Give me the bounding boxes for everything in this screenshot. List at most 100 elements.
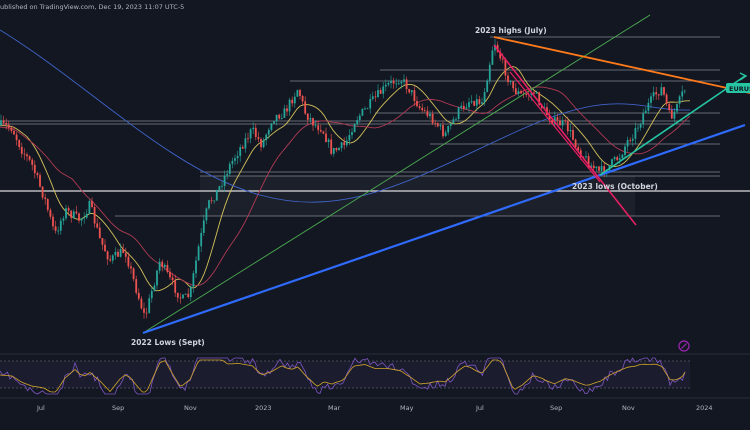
candle-body bbox=[265, 134, 268, 141]
candle-body bbox=[663, 87, 665, 95]
candle-body bbox=[639, 123, 642, 128]
candle-body bbox=[28, 156, 31, 160]
candle-body bbox=[275, 114, 278, 122]
candle-body bbox=[247, 138, 249, 140]
candle-body bbox=[561, 120, 564, 126]
candle-body bbox=[379, 90, 382, 94]
candle-body bbox=[158, 261, 161, 271]
candle-body bbox=[169, 271, 171, 278]
candle-body bbox=[444, 132, 447, 137]
candle-body bbox=[114, 251, 117, 256]
candle-body bbox=[496, 44, 499, 52]
candle-body bbox=[556, 117, 559, 121]
candle-body bbox=[231, 160, 234, 164]
candle-body bbox=[410, 90, 413, 93]
candle-body bbox=[273, 121, 275, 124]
candle-body bbox=[36, 173, 39, 176]
horizontal-levels bbox=[0, 36, 750, 217]
candle-body bbox=[616, 157, 619, 161]
candle-body bbox=[176, 292, 179, 298]
candle-body bbox=[80, 218, 83, 221]
candle-body bbox=[481, 102, 483, 104]
candle-body bbox=[109, 259, 112, 261]
candle-body bbox=[317, 125, 320, 131]
candle-body bbox=[504, 59, 507, 76]
candle-body bbox=[325, 133, 327, 143]
green-trend-line bbox=[142, 14, 651, 334]
candle-body bbox=[670, 110, 673, 119]
candle-body bbox=[117, 251, 119, 257]
candle-body bbox=[257, 137, 260, 140]
candle-body bbox=[228, 163, 231, 174]
candle-body bbox=[197, 246, 200, 261]
x-tick-label: Mar bbox=[328, 404, 341, 412]
candle-body bbox=[234, 158, 236, 161]
candle-body bbox=[470, 101, 473, 103]
candle-body bbox=[145, 312, 148, 314]
candle-body bbox=[182, 294, 184, 299]
moving-averages bbox=[0, 29, 691, 292]
candle-body bbox=[369, 99, 372, 109]
candle-body bbox=[20, 146, 23, 154]
annotation-2022-lows: 2022 Lows (Sept) bbox=[131, 338, 205, 347]
candle-body bbox=[520, 91, 522, 94]
orange-resistance-line bbox=[493, 36, 750, 94]
candle-body bbox=[598, 166, 600, 171]
candle-body bbox=[631, 138, 634, 141]
candle-body bbox=[213, 200, 216, 202]
candle-body bbox=[166, 264, 169, 272]
candle-body bbox=[647, 102, 650, 111]
candle-body bbox=[371, 96, 374, 99]
candle-body bbox=[221, 185, 223, 187]
candle-body bbox=[548, 115, 551, 120]
candle-body bbox=[509, 81, 512, 83]
candle-body bbox=[644, 110, 647, 114]
replay-icon[interactable] bbox=[678, 340, 690, 352]
candle-body bbox=[130, 266, 132, 269]
candle-body bbox=[288, 99, 291, 112]
candle-body bbox=[44, 197, 47, 200]
candle-body bbox=[322, 131, 325, 134]
replay-icon-arrow[interactable] bbox=[681, 343, 687, 349]
candle-body bbox=[189, 286, 192, 298]
candle-body bbox=[665, 94, 668, 104]
x-tick-label: 2023 bbox=[255, 404, 272, 412]
candle-body bbox=[163, 264, 166, 267]
candle-body bbox=[366, 108, 369, 110]
candle-body bbox=[215, 189, 218, 201]
candle-body bbox=[0, 120, 2, 125]
candle-body bbox=[668, 103, 671, 111]
candle-body bbox=[343, 142, 346, 146]
candle-body bbox=[26, 154, 28, 157]
candle-body bbox=[132, 268, 135, 280]
candle-body bbox=[262, 140, 265, 148]
candle-body bbox=[374, 96, 377, 98]
candle-body bbox=[5, 123, 8, 125]
candle-body bbox=[530, 92, 533, 95]
candle-body bbox=[434, 123, 437, 124]
candle-body bbox=[192, 273, 195, 287]
candle-body bbox=[403, 79, 405, 82]
candle-body bbox=[418, 106, 421, 108]
candle-body bbox=[39, 175, 41, 187]
candle-body bbox=[119, 249, 122, 257]
candle-body bbox=[124, 253, 127, 257]
candle-body bbox=[330, 139, 333, 154]
replay-icon-circle[interactable] bbox=[678, 340, 690, 352]
candle-body bbox=[135, 279, 138, 293]
candle-body bbox=[52, 216, 54, 227]
candle-body bbox=[416, 101, 418, 107]
candle-body bbox=[553, 117, 556, 124]
candle-body bbox=[202, 220, 205, 233]
candle-body bbox=[579, 150, 582, 157]
candle-body bbox=[559, 120, 561, 126]
candle-body bbox=[54, 226, 57, 231]
candlesticks bbox=[0, 38, 686, 319]
header-text: ublished on TradingView.com, Dec 19, 202… bbox=[0, 3, 184, 11]
candle-body bbox=[629, 139, 632, 141]
candle-body bbox=[673, 111, 676, 119]
candle-body bbox=[283, 108, 286, 118]
candle-body bbox=[244, 138, 247, 149]
candle-body bbox=[652, 92, 655, 97]
